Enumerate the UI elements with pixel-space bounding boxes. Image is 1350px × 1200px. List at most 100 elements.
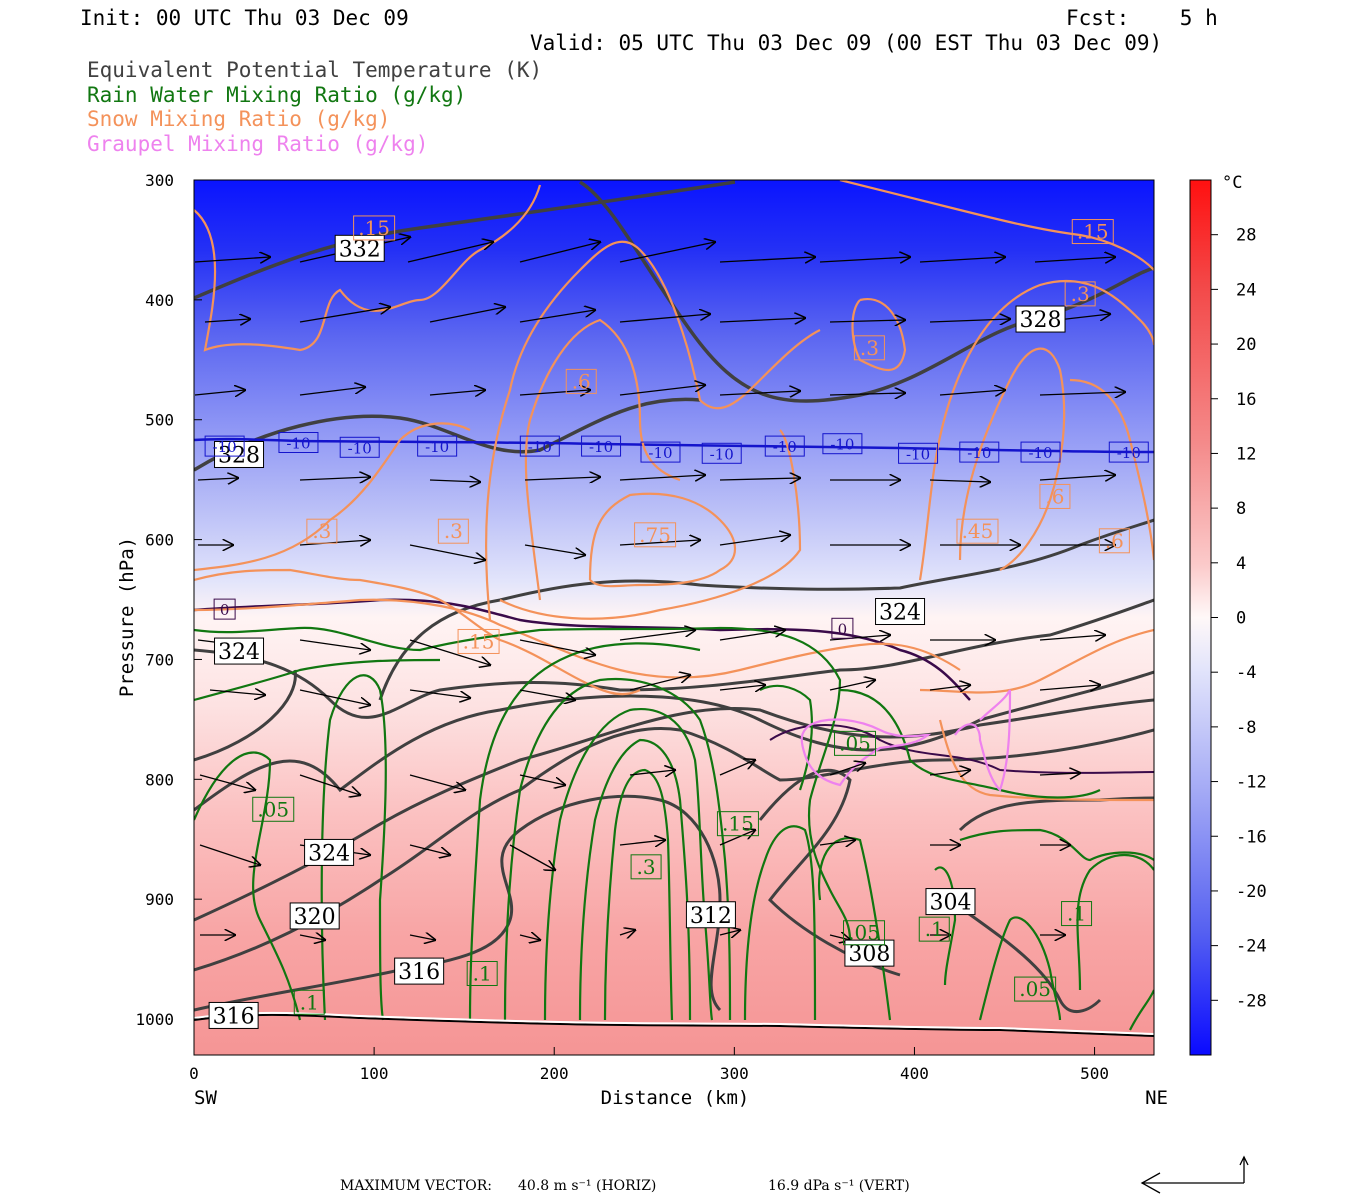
wind-vector (1039, 475, 1115, 480)
contour-label-box (353, 215, 396, 241)
contour-label-box (304, 838, 355, 866)
wind-vector (1039, 635, 1105, 640)
max-vector-horiz: 40.8 m s⁻¹ (HORIZ) (518, 1178, 657, 1194)
wind-vector (519, 639, 595, 655)
wind-vector (819, 840, 855, 845)
contour-label: .3 (437, 518, 469, 544)
contour-label: -10 (204, 435, 245, 457)
graupel-contour (800, 718, 932, 787)
isotherm-zero (769, 724, 1154, 774)
contour-label-text: -10 (1028, 444, 1052, 462)
y-tick-label: 900 (145, 890, 174, 909)
wind-vector (629, 675, 690, 691)
contour-label-box (716, 811, 759, 837)
snow-contour (484, 240, 821, 621)
contour-label-box (853, 335, 885, 361)
wind-vector (409, 935, 435, 940)
contour-label-text: .3 (312, 519, 331, 543)
wind-vector (299, 387, 365, 396)
contour-label: .1 (466, 960, 498, 986)
contour-label: -10 (701, 442, 742, 464)
wind-vector (209, 690, 265, 695)
forecast-hour: Fcst: 5 h (1066, 6, 1218, 30)
wind-vector (409, 689, 470, 698)
wind-vector (1039, 773, 1080, 775)
contour-label: 304 (925, 888, 976, 916)
wind-vector (524, 477, 600, 480)
contour-label-box (437, 518, 469, 544)
contour-label: -10 (417, 435, 458, 457)
wind-vector (519, 242, 600, 263)
snow-contour (919, 628, 1154, 694)
x-axis: 0 100 200 300 400 500 (189, 1047, 1109, 1083)
contour-label-text: -10 (967, 444, 991, 462)
x-tick-label: 500 (1080, 1064, 1109, 1083)
wind-vector (719, 830, 755, 846)
legend-snow: Snow Mixing Ratio (g/kg) (87, 107, 391, 131)
contour-label-text: .3 (860, 336, 879, 360)
contour-label-box (875, 598, 926, 626)
y-tick-label: 400 (145, 291, 174, 310)
contour-label-box (1071, 219, 1114, 245)
contour-label-text: .1 (300, 990, 319, 1014)
wind-vector (409, 639, 490, 665)
y-axis-label: Pressure (hPa) (116, 537, 138, 697)
wind-vector (299, 774, 360, 795)
wind-vector (519, 774, 565, 785)
wind-vector (429, 307, 505, 323)
contour-label-box (1061, 901, 1093, 927)
rain-contour (743, 825, 817, 1021)
theta-e-contour (194, 598, 1154, 719)
contour-label-box (457, 628, 500, 654)
wind-vectors (194, 237, 1125, 940)
contour-label: -10 (898, 442, 939, 464)
contour-label-text: 324 (879, 601, 921, 626)
colorbar-tick-label: -28 (1236, 991, 1267, 1011)
contour-label-box (519, 435, 560, 457)
contour-label: 324 (214, 637, 265, 665)
wind-vector (299, 477, 370, 480)
wind-vector (409, 844, 450, 855)
wind-vector (829, 763, 865, 776)
contour-label-text: .3 (637, 855, 656, 879)
contour-labels: 332328328324324324320316316312308304.15.… (204, 215, 1149, 1029)
colorbar-tick-label: 16 (1236, 390, 1256, 410)
legend-graupel: Graupel Mixing Ratio (g/kg) (87, 132, 429, 156)
contour-label-box (289, 902, 340, 930)
contour-label: .05 (843, 920, 886, 946)
contour-label-text: .3 (1071, 282, 1090, 306)
rain-contour (578, 738, 692, 1021)
contour-label: .15 (457, 628, 500, 654)
contour-layer (194, 180, 1154, 1037)
wind-vector (929, 319, 1010, 322)
contour-label: .6 (1039, 483, 1071, 509)
y-tick-label: 500 (145, 411, 174, 430)
contour-label: -10 (519, 435, 560, 457)
contour-label-text: .1 (1067, 902, 1086, 926)
contour-label-text: .6 (572, 369, 591, 393)
contour-label-text: -10 (213, 438, 237, 456)
contour-label-text: -10 (425, 438, 449, 456)
x-end-right: NE (1145, 1087, 1168, 1109)
contour-label-box (685, 901, 736, 929)
contour-label-box (417, 435, 458, 457)
wind-vector (619, 840, 665, 845)
isotherm-zero (194, 598, 971, 701)
contour-label-box (565, 368, 597, 394)
isotherm-minus10 (194, 437, 1154, 454)
contour-label: 324 (875, 598, 926, 626)
wind-vector (199, 844, 260, 865)
wind-vector (619, 475, 705, 480)
plot-frame (193, 179, 1155, 1056)
wind-vector (829, 320, 905, 322)
colorbar-unit: °C (1222, 173, 1242, 193)
contour-label-text: -10 (830, 436, 854, 454)
temperature-shading (194, 180, 1154, 1055)
contour-label-text: 0 (838, 620, 848, 638)
y-tick-label: 800 (145, 770, 174, 789)
wind-vector (919, 257, 1005, 262)
wind-vector (194, 257, 270, 262)
contour-label-box (701, 442, 742, 464)
contour-label-text: -10 (773, 438, 797, 456)
contour-label-text: .3 (444, 519, 463, 543)
